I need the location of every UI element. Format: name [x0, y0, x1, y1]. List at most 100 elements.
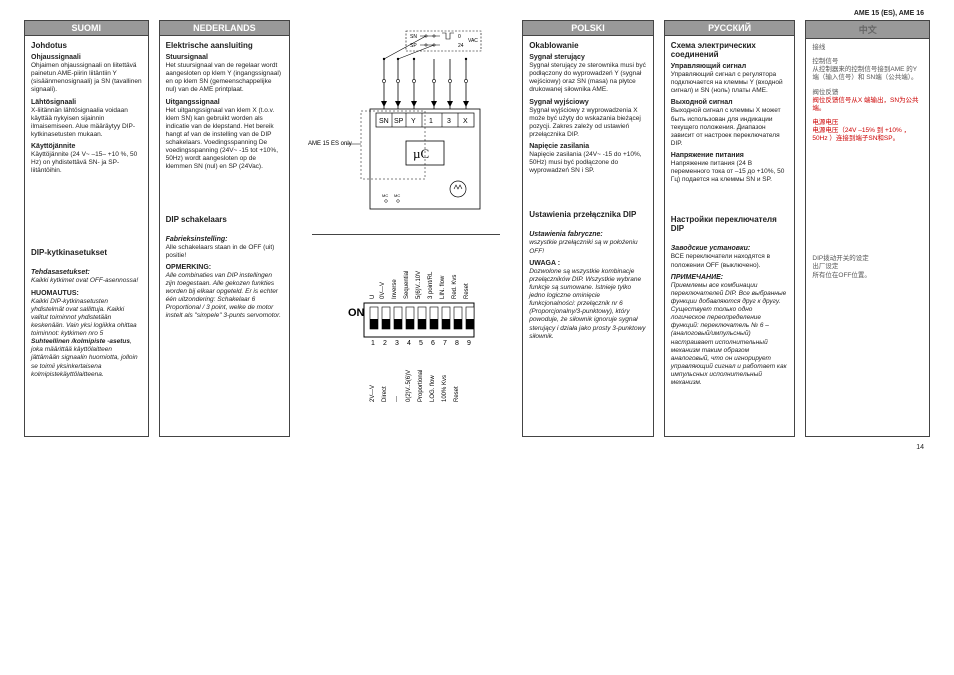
svg-text:0: 0: [458, 34, 461, 40]
svg-text:SN: SN: [410, 34, 417, 40]
content-columns: SUOMI Johdotus Ohjaussignaali Ohjaimen o…: [24, 20, 930, 437]
svg-text:X: X: [463, 118, 468, 125]
svg-text:24: 24: [458, 43, 464, 49]
nl-p2: Het uitgangssignaal van klem X (t.o.v. k…: [166, 107, 284, 172]
lang-header-suomi: SUOMI: [25, 21, 148, 36]
cn-p2a: 阀位反馈: [812, 89, 923, 97]
cn-s2c: 所有位在OFF位置。: [812, 272, 923, 280]
ru-p4: ВСЕ переключатели находятся в положении …: [671, 253, 789, 269]
cn-p2b: 阀位反馈信号从X 端输出，SN为公共端。: [812, 97, 923, 113]
suomi-s1: Johdotus: [31, 41, 142, 50]
svg-text:1: 1: [371, 340, 375, 347]
svg-text:3: 3: [395, 340, 399, 347]
cn-s2b: 出厂设定: [812, 263, 923, 271]
svg-text:Proportional: Proportional: [418, 370, 424, 402]
svg-text:2V---V: 2V---V: [370, 385, 376, 402]
suomi-t1: Ohjaussignaali: [31, 54, 142, 61]
nl-s1: Elektrische aansluiting: [166, 41, 284, 50]
pl-p2: Sygnał wyjściowy z wyprowadzenia X może …: [529, 107, 647, 140]
svg-text:Y: Y: [411, 118, 416, 125]
suomi-s2: DIP-kytkinasetukset: [31, 248, 142, 257]
ru-p3: Напряжение питания (24 В переменного ток…: [671, 160, 789, 184]
svg-text:VAC: VAC: [468, 38, 478, 44]
ru-p5: Приемлемы все комбинации переключателей …: [671, 282, 789, 388]
svg-text:8: 8: [455, 340, 459, 347]
nl-p3: Alle schakelaars staan in de OFF (uit) p…: [166, 244, 284, 260]
svg-text:5: 5: [419, 340, 423, 347]
svg-text:Sequential: Sequential: [404, 271, 410, 299]
lang-header-nl: NEDERLANDS: [160, 21, 290, 36]
ru-t3: Напряжение питания: [671, 152, 789, 159]
lang-header-ru: РУССКИЙ: [665, 21, 795, 36]
lang-header-pl: POLSKI: [523, 21, 653, 36]
svg-text:0(2)V..5(6)V: 0(2)V..5(6)V: [406, 370, 412, 402]
pl-t2: Sygnał wyjściowy: [529, 99, 647, 106]
cn-p3a: 电源电压: [812, 119, 923, 127]
svg-text:ON: ON: [348, 307, 365, 319]
svg-text:Direct: Direct: [382, 386, 388, 402]
svg-text:SN: SN: [379, 118, 389, 125]
ru-t4: Заводские установки:: [671, 245, 789, 252]
suomi-p2: X-liitännän lähtösignaalia voidaan käytt…: [31, 107, 142, 140]
svg-text:MC: MC: [382, 193, 388, 198]
ru-t5: ПРИМЕЧАНИЕ:: [671, 274, 789, 281]
svg-text:SP: SP: [394, 118, 404, 125]
svg-text:Reset: Reset: [454, 386, 460, 402]
pl-p3: Napięcie zasilania (24V~ -15 do +10%, 50…: [529, 151, 647, 175]
wiring-diagram: SN SP 0 24 VAC: [306, 29, 506, 224]
svg-text:AME 15 ES only: AME 15 ES only: [308, 141, 352, 147]
ru-s2: Настройки переключателя DIP: [671, 215, 789, 233]
ru-t2: Выходной сигнал: [671, 99, 789, 106]
suomi-t4: Tehdasasetukset:: [31, 269, 142, 276]
svg-text:2: 2: [383, 340, 387, 347]
pl-p1: Sygnał sterujący ze sterownika musi być …: [529, 62, 647, 95]
col-diagrams: SN SP 0 24 VAC: [300, 20, 512, 437]
svg-text:9: 9: [467, 340, 471, 347]
pl-t1: Sygnał sterujący: [529, 54, 647, 61]
svg-text:---: ---: [394, 396, 400, 402]
svg-text:7: 7: [443, 340, 447, 347]
nl-p4: Alle combinaties van DIP instellingen zi…: [166, 272, 284, 321]
suomi-t5: HUOMAUTUS:: [31, 290, 142, 297]
col-nederlands: NEDERLANDS Elektrische aansluiting Stuur…: [159, 20, 291, 437]
svg-text:Reset: Reset: [464, 283, 470, 299]
svg-text:5(6)V..10V: 5(6)V..10V: [416, 271, 422, 299]
page-number: 14: [916, 444, 924, 451]
cn-p3b: 电源电压（24V –15% 到 +10% ，50Hz ）连接到端子SN和SP。: [812, 127, 923, 143]
svg-text:100% Kvs: 100% Kvs: [442, 375, 448, 402]
pl-t3: Napięcie zasilania: [529, 143, 647, 150]
col-suomi: SUOMI Johdotus Ohjaussignaali Ohjaimen o…: [24, 20, 149, 437]
svg-text:6: 6: [431, 340, 435, 347]
nl-t4: OPMERKING:: [166, 264, 284, 271]
svg-text:3 point/RL: 3 point/RL: [428, 271, 434, 299]
nl-t2: Uitgangssignaal: [166, 99, 284, 106]
svg-text:Inverse: Inverse: [392, 279, 398, 299]
svg-text:LOG. flow: LOG. flow: [430, 375, 436, 402]
pl-t5: UWAGA :: [529, 260, 647, 267]
col-zhongwen: 中文 接线 控制信号 从控制器来的控制信号接到AME 的Y端（输入信号）和 SN…: [805, 20, 930, 437]
pl-s2: Ustawienia przełącznika DIP: [529, 210, 647, 219]
col-russkiy: РУССКИЙ Схема электрических соединений У…: [664, 20, 796, 437]
ru-s1: Схема электрических соединений: [671, 41, 789, 59]
nl-t1: Stuursignaal: [166, 54, 284, 61]
pl-t4: Ustawienia fabryczne:: [529, 231, 647, 238]
suomi-p1: Ohjaimen ohjaussignaali on liitettävä pa…: [31, 62, 142, 95]
svg-text:U: U: [370, 295, 376, 299]
col-polski: POLSKI Okablowanie Sygnał sterujący Sygn…: [522, 20, 654, 437]
lang-header-cn: 中文: [806, 21, 929, 39]
pl-p5: Dozwolone są wszystkie kombinacje przełą…: [529, 268, 647, 341]
suomi-p3: Käyttöjännite (24 V~ –15– +10 %, 50 Hz) …: [31, 151, 142, 175]
svg-text:1: 1: [429, 118, 433, 125]
ru-t1: Управляющий сигнал: [671, 63, 789, 70]
svg-text:µC: µC: [413, 146, 429, 161]
cn-s1: 接线: [812, 44, 923, 52]
suomi-p4: Kaikki kytkimet ovat OFF-asennossa!: [31, 277, 142, 285]
svg-text:Red. Kvs: Red. Kvs: [452, 275, 458, 299]
ru-p2: Выходной сигнал с клеммы X может быть ис…: [671, 107, 789, 148]
nl-p1: Het stuursignaal van de regelaar wordt a…: [166, 62, 284, 95]
dip-diagram: U 0V---V Inverse Sequential 5(6)V..10V 3…: [306, 247, 506, 422]
suomi-p5: Kaikki DIP-kytkinasetusten yhdistelmät o…: [31, 298, 142, 379]
nl-t3: Fabrieksinstelling:: [166, 236, 284, 243]
svg-text:4: 4: [407, 340, 411, 347]
suomi-t3: Käyttöjännite: [31, 143, 142, 150]
